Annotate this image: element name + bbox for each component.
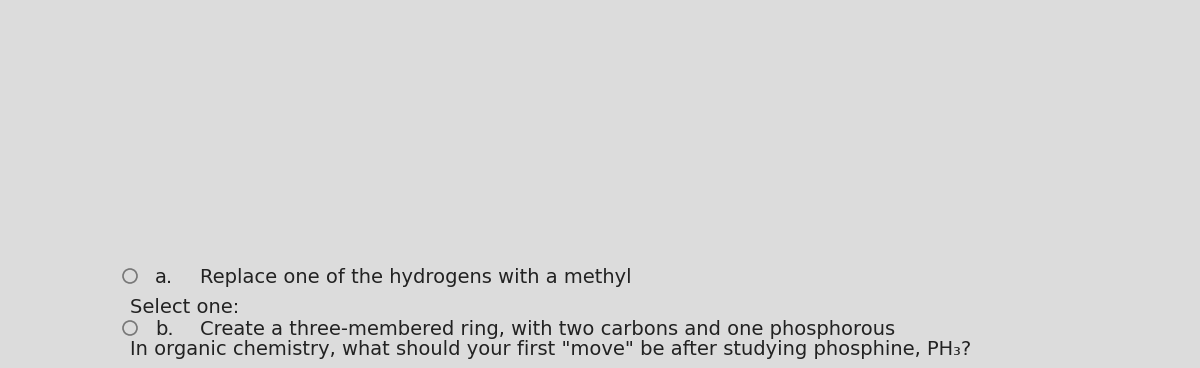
Text: Select one:: Select one:: [130, 298, 239, 317]
Text: Replace one of the hydrogens with a methyl: Replace one of the hydrogens with a meth…: [200, 268, 631, 287]
Text: In organic chemistry, what should your first "move" be after studying phosphine,: In organic chemistry, what should your f…: [130, 340, 971, 359]
Text: a.: a.: [155, 268, 173, 287]
Text: b.: b.: [155, 320, 174, 339]
Text: Create a three-membered ring, with two carbons and one phosphorous: Create a three-membered ring, with two c…: [200, 320, 895, 339]
